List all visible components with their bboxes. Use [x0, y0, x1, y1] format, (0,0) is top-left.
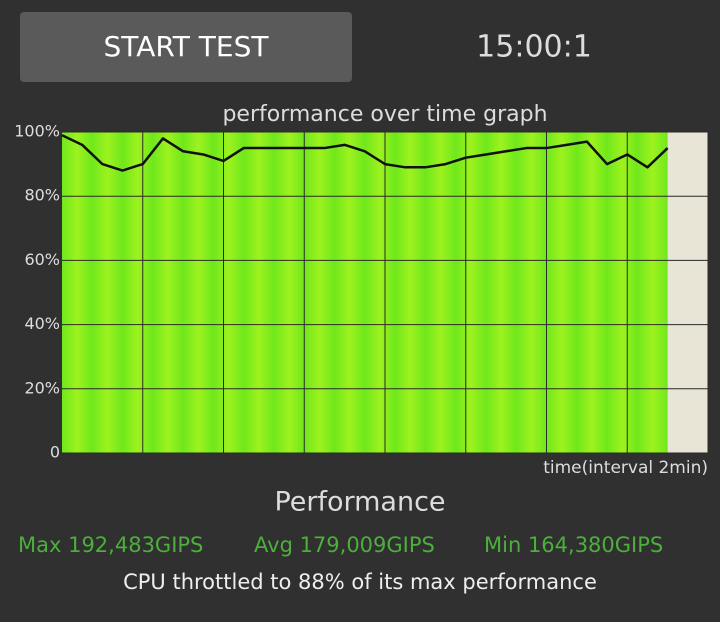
timer: 15:00:1: [476, 30, 592, 65]
performance-fill: [62, 132, 668, 453]
button-label[interactable]: START TEST: [104, 30, 270, 63]
y-tick-label: 60%: [24, 250, 60, 269]
y-tick-label: 20%: [24, 378, 60, 397]
y-tick-label: 100%: [14, 122, 60, 141]
y-tick-label: 0: [50, 443, 60, 462]
throttle-text: CPU throttled to 88% of its max performa…: [123, 570, 597, 594]
max-stat: Max 192,483GIPS: [18, 533, 203, 557]
start-button[interactable]: [20, 12, 352, 82]
x-axis-label: time(interval 2min): [543, 458, 708, 478]
avg-stat: Avg 179,009GIPS: [254, 533, 435, 557]
performance-line: [61, 134, 669, 172]
min-stat: Min 164,380GIPS: [484, 533, 663, 557]
y-tick-label: 40%: [24, 314, 60, 333]
summary-heading: Performance: [274, 487, 445, 518]
chart-title: performance over time graph: [222, 102, 547, 127]
y-tick-label: 80%: [24, 186, 60, 205]
